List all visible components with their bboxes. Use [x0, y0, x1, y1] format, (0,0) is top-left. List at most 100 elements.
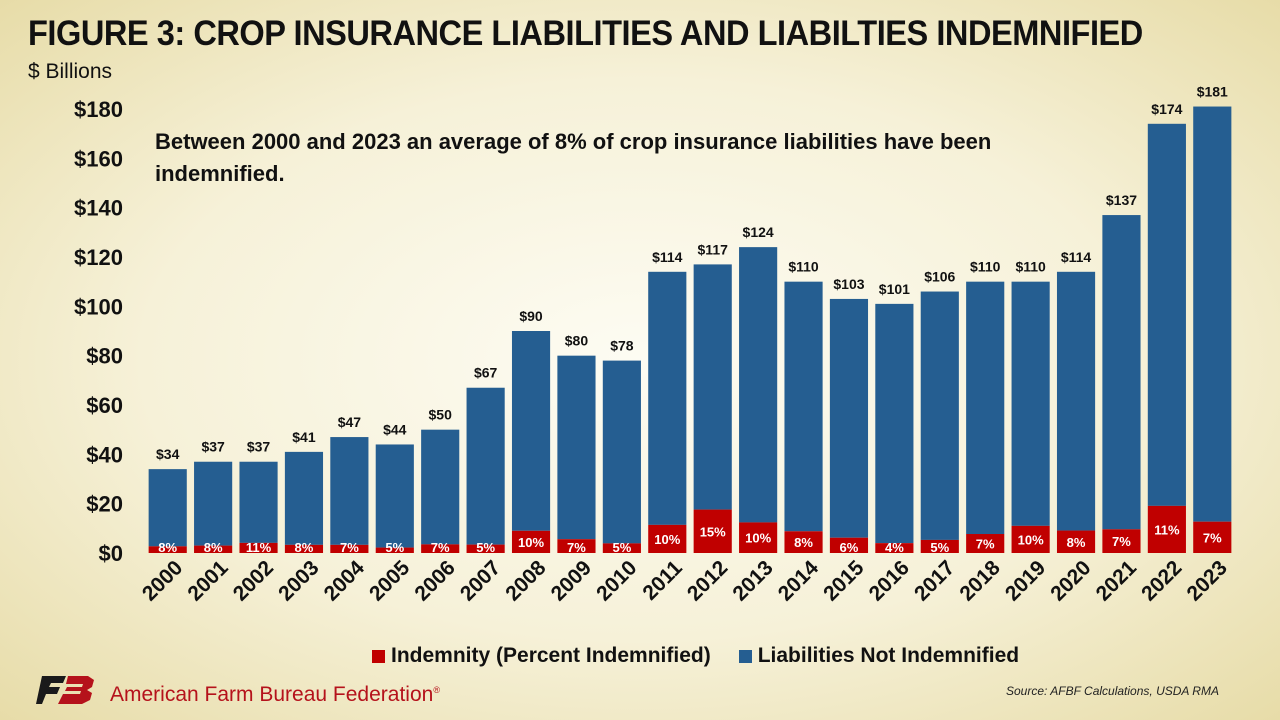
total-label: $106	[924, 269, 955, 285]
bar-not-indemnified	[1102, 215, 1141, 530]
percent-label: 7%	[1112, 534, 1131, 549]
registered-mark: ®	[433, 685, 440, 695]
chart-title: FIGURE 3: CROP INSURANCE LIABILITIES AND…	[28, 14, 1143, 53]
bar-not-indemnified	[466, 387, 505, 545]
total-label: $110	[970, 259, 1001, 275]
bar-indemnity	[148, 546, 187, 553]
percent-label: 6%	[840, 540, 859, 555]
y-tick-label: $120	[74, 245, 123, 270]
total-label: $90	[519, 308, 543, 324]
x-tick-label: 2014	[774, 556, 824, 606]
x-tick-label: 2006	[410, 556, 459, 605]
bar-not-indemnified	[421, 429, 460, 545]
bar-indemnity	[784, 531, 823, 553]
total-label: $114	[652, 249, 683, 265]
y-tick-label: $160	[74, 146, 123, 171]
legend-swatch-not-indemnified	[738, 649, 752, 663]
bars-group	[148, 106, 1232, 553]
total-label: $34	[156, 446, 180, 462]
x-tick-label: 2000	[138, 556, 187, 605]
percent-label: 5%	[930, 540, 949, 555]
bar-not-indemnified	[875, 303, 914, 544]
x-tick-label: 2021	[1092, 556, 1142, 606]
total-label: $67	[474, 365, 498, 381]
x-tick-label: 2008	[501, 556, 551, 606]
bar-not-indemnified	[602, 360, 641, 544]
x-tick-label: 2013	[728, 556, 777, 605]
total-label: $181	[1197, 84, 1228, 100]
percent-label: 10%	[518, 535, 544, 550]
y-tick-label: $80	[86, 344, 123, 369]
bar-indemnity	[875, 543, 914, 553]
y-tick-label: $20	[86, 492, 123, 517]
percent-label: 8%	[158, 540, 177, 555]
total-label: $110	[788, 259, 819, 275]
total-label: $37	[201, 439, 225, 455]
bar-indemnity	[375, 547, 414, 553]
bar-indemnity	[920, 539, 959, 553]
total-label: $47	[338, 414, 362, 430]
percent-label: 7%	[567, 540, 586, 555]
bar-not-indemnified	[1011, 281, 1050, 526]
percent-label: 10%	[1018, 532, 1044, 547]
x-tick-label: 2007	[456, 556, 505, 605]
bar-indemnity	[602, 543, 641, 553]
x-tick-label: 2004	[320, 556, 370, 606]
total-label: $137	[1106, 192, 1137, 208]
bar-not-indemnified	[739, 247, 778, 523]
total-label: $78	[610, 338, 634, 354]
percent-label: 5%	[612, 540, 631, 555]
x-tick-label: 2023	[1183, 556, 1232, 605]
bar-not-indemnified	[784, 281, 823, 532]
bar-not-indemnified	[966, 281, 1005, 535]
total-label: $101	[879, 281, 910, 297]
bar-indemnity	[1193, 521, 1232, 553]
bar-indemnity	[1056, 530, 1096, 553]
bar-not-indemnified	[284, 451, 324, 545]
percent-label: 5%	[385, 540, 404, 555]
percent-label: 7%	[976, 537, 995, 552]
bar-not-indemnified	[239, 461, 278, 543]
y-tick-label: $180	[74, 97, 123, 122]
bar-indemnity	[330, 544, 369, 553]
x-tick-label: 2001	[183, 556, 233, 606]
organization-name: American Farm Bureau Federation®	[110, 683, 440, 706]
y-tick-label: $100	[74, 294, 123, 319]
percent-label: 15%	[700, 524, 726, 539]
percent-label: 8%	[1067, 535, 1086, 550]
bar-not-indemnified	[557, 355, 596, 540]
percent-label: 10%	[654, 532, 680, 547]
annotation-line-2: indemnified.	[155, 161, 285, 186]
bar-not-indemnified	[148, 469, 187, 547]
x-tick-label: 2005	[365, 556, 415, 606]
total-labels-group: $34 $37 $37 $41 $47 $44 $50 $67 $90 $80 $78 $114 $11…	[156, 84, 1228, 463]
bar-indemnity	[648, 524, 687, 553]
bar-indemnity	[966, 534, 1005, 553]
x-tick-label: 2012	[683, 556, 732, 605]
percent-label: 7%	[340, 540, 359, 555]
bar-not-indemnified	[693, 264, 732, 510]
total-label: $44	[383, 421, 407, 437]
y-tick-label: $0	[99, 541, 123, 566]
bar-indemnity	[1102, 529, 1141, 553]
x-tick-label: 2002	[229, 556, 278, 605]
percent-label: 8%	[794, 535, 813, 550]
bar-not-indemnified	[1147, 123, 1186, 506]
bar-indemnity	[1011, 525, 1050, 553]
bar-indemnity	[1147, 505, 1186, 553]
percent-label: 7%	[1203, 530, 1222, 545]
total-label: $110	[1015, 259, 1046, 275]
bar-not-indemnified	[829, 298, 869, 538]
y-axis-unit-label: $ Billions	[28, 60, 113, 83]
legend-label-indemnity: Indemnity (Percent Indemnified)	[391, 644, 711, 667]
bar-indemnity	[421, 544, 460, 553]
bar-indemnity	[466, 544, 505, 553]
x-axis: 2000200120022003200420052006200720082009…	[138, 556, 1232, 606]
x-tick-label: 2011	[638, 556, 687, 605]
bar-not-indemnified	[194, 461, 233, 546]
y-tick-label: $40	[86, 442, 123, 467]
bar-indemnity	[239, 542, 278, 553]
x-tick-label: 2016	[865, 556, 914, 605]
bar-indemnity	[194, 545, 233, 553]
y-tick-label: $140	[74, 196, 123, 221]
